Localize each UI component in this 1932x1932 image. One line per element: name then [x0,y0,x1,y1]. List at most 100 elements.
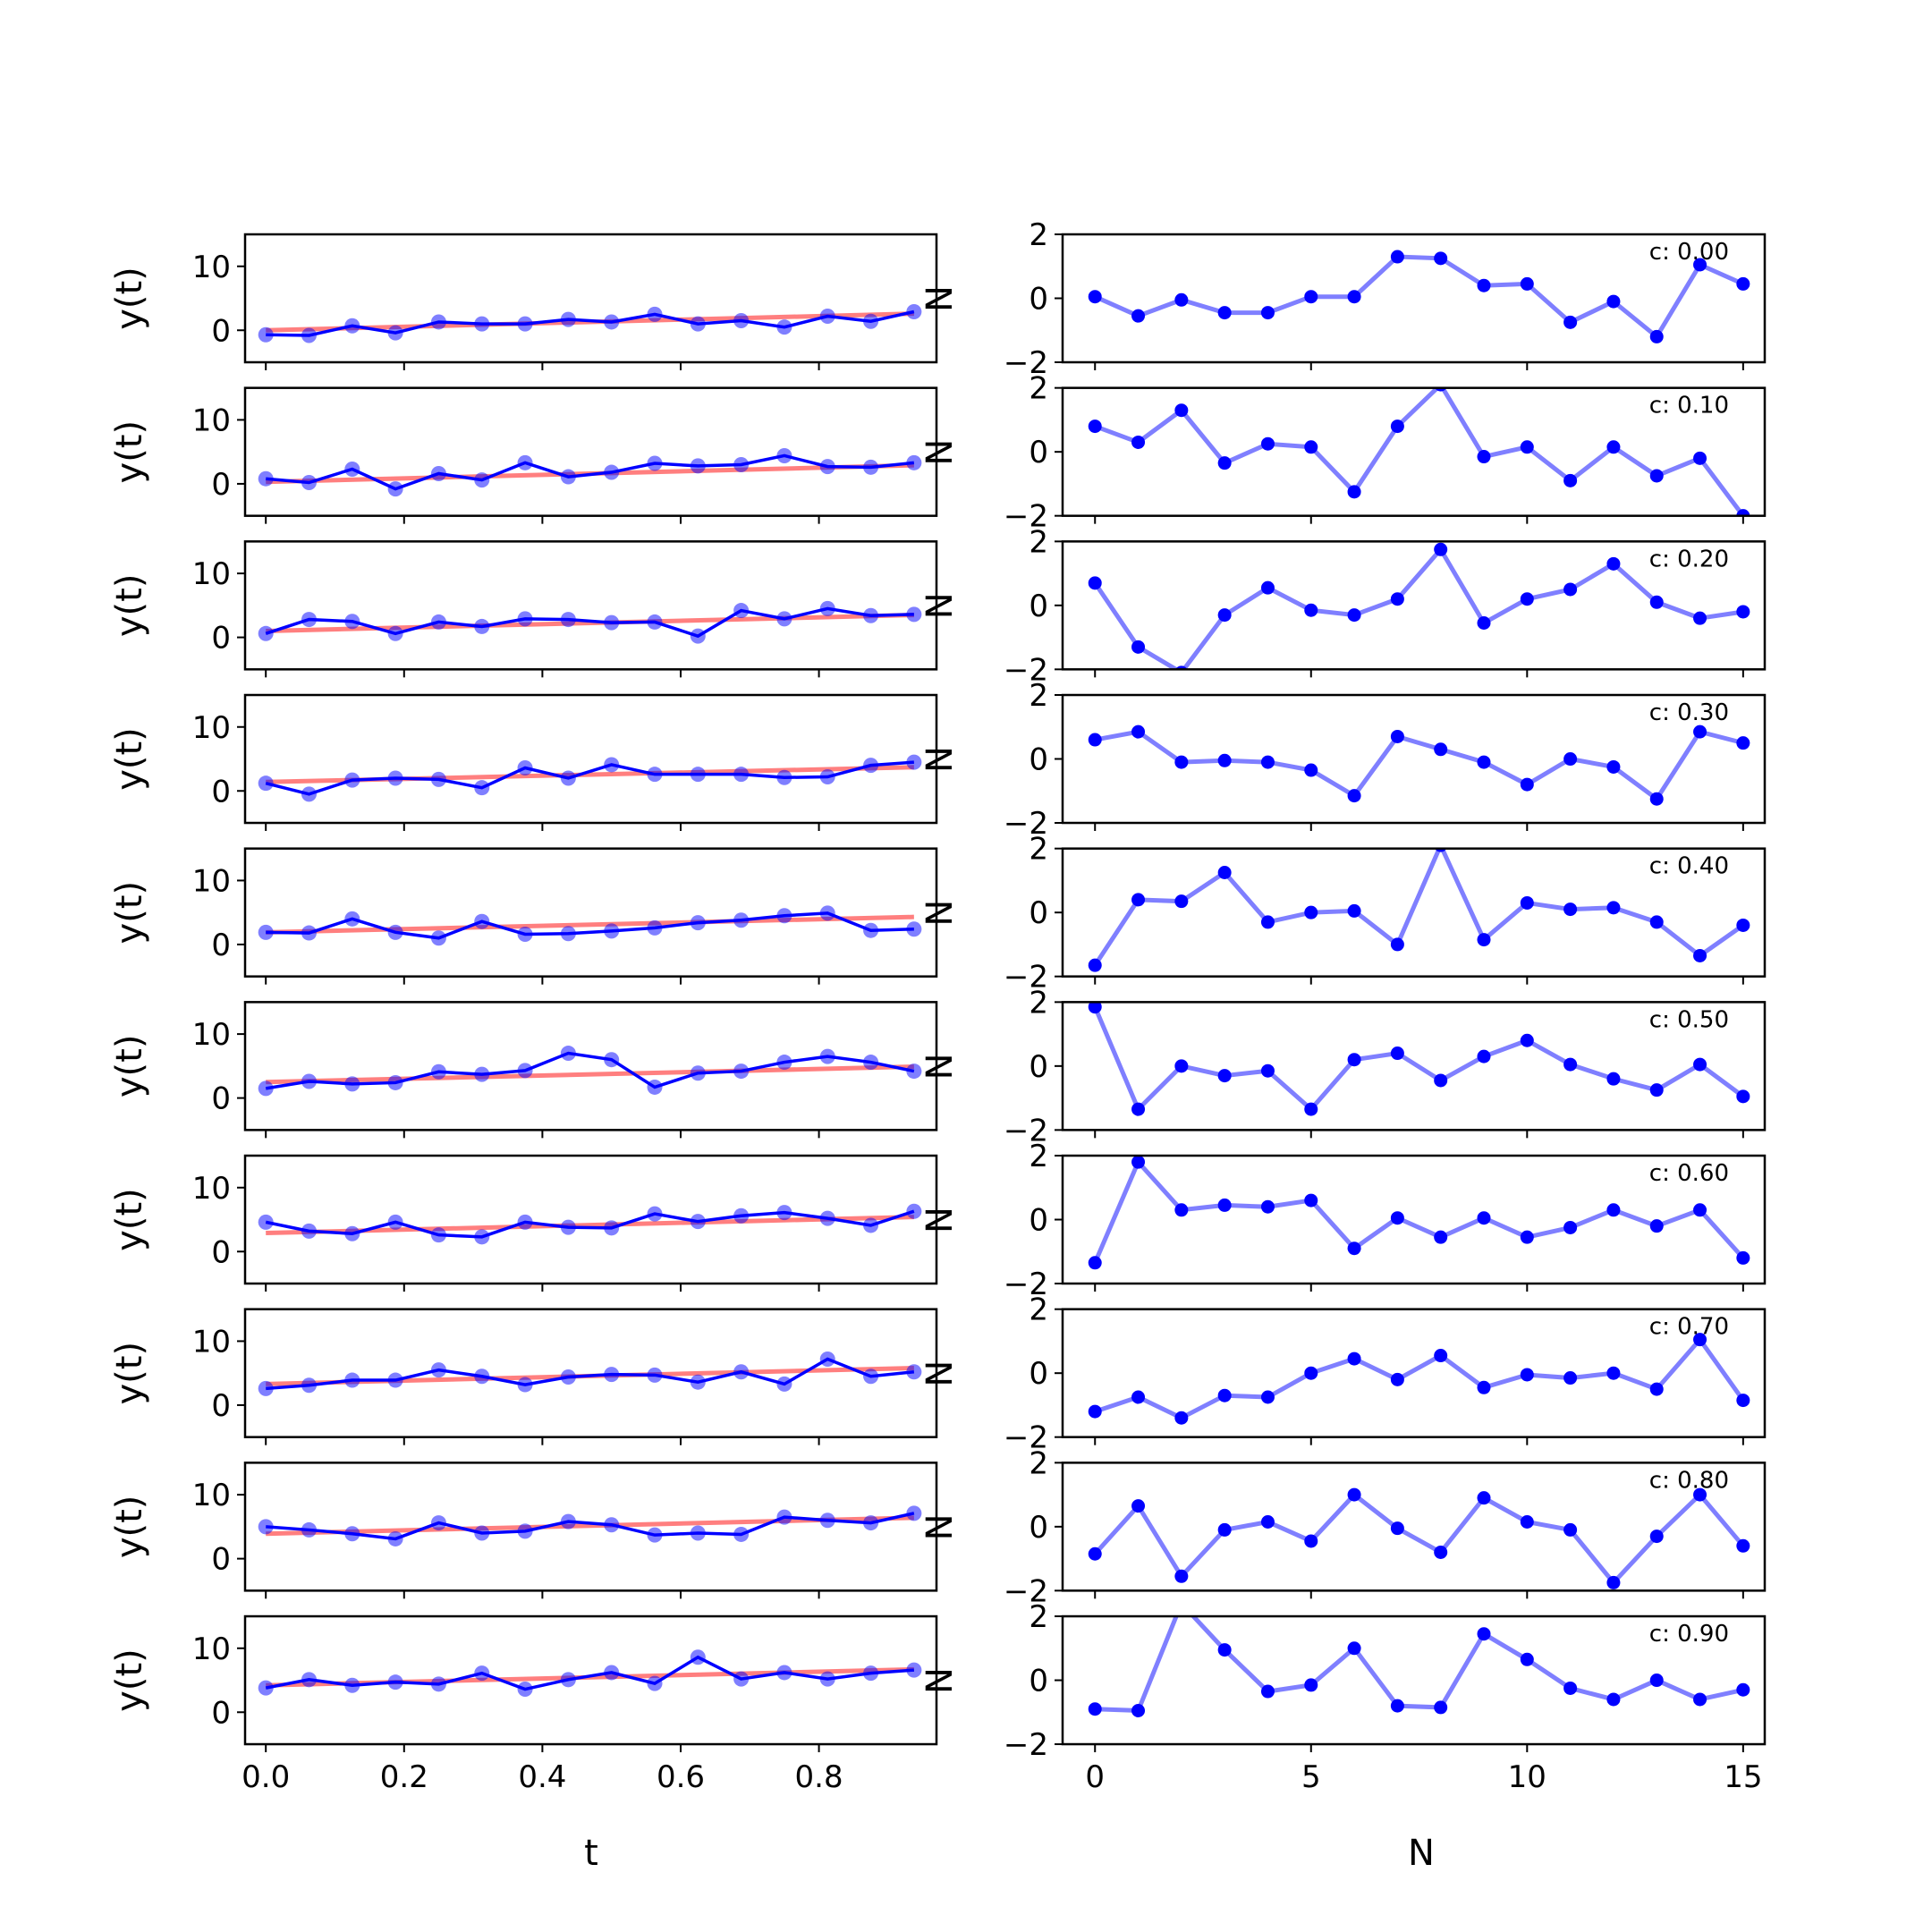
observed-point [344,1526,360,1542]
noise-line [1095,1616,1744,1714]
observed-point [387,481,403,497]
observed-point [604,1220,620,1236]
noise-point [1347,1053,1361,1067]
observed-point [474,780,490,796]
noise-series [1088,542,1750,670]
observed-point [776,769,792,785]
noise-series [1088,1487,1750,1589]
left-axes-frame [243,1308,938,1438]
noise-series [1088,387,1750,516]
right-y-axis-label: N [919,1207,961,1233]
noise-point [1217,456,1232,470]
observed-point [430,1676,446,1692]
noise-point [1693,1487,1707,1502]
left-panel: 0 10 y(t) [109,1308,938,1445]
noise-point [1736,1089,1750,1104]
left-y-axis-label: y(t) [109,574,150,638]
observed-point [690,628,706,644]
noise-point [1563,1057,1578,1072]
noise-point [1477,450,1491,464]
observed-line [266,1512,915,1541]
y-tick-label: 0 [1029,1203,1048,1239]
x-tick-label: 0.4 [518,1759,566,1795]
y-tick-label: 2 [1029,678,1048,714]
observed-point [517,454,533,470]
observed-point [517,611,533,627]
observed-point [517,926,533,942]
y-tick-label: −2 [1004,1420,1048,1456]
noise-point [1390,419,1404,434]
noise-point [1434,542,1448,556]
observed-point [604,614,620,631]
panels: 0 10 y(t) −2 0 2 Nc: 0.00 0 10 y(t) −2 0 2 Nc: 0.10 0 1… [109,217,1767,1795]
observed-point [474,618,490,634]
noise-point [1520,1033,1534,1047]
observed-point [690,1065,706,1081]
observed-point [819,1048,835,1064]
observed-point [430,771,446,787]
observed-point [560,469,576,485]
noise-point [1520,1230,1534,1244]
observed-point [387,1214,403,1230]
noise-point [1606,759,1621,774]
observed-point [258,1680,274,1696]
noise-point [1606,556,1621,571]
right-panel: −2 0 2 Nc: 0.10 [919,371,1767,535]
observed-point [906,454,922,470]
observed-point [647,614,663,630]
observed-point [863,922,879,938]
row-0: 0 10 y(t) −2 0 2 Nc: 0.00 [109,217,1767,381]
panel-annotation: c: 0.00 [1649,239,1729,266]
observed-point [301,925,318,941]
y-tick-label: 2 [1029,1292,1048,1328]
observed-point [258,1519,274,1535]
observed-point [517,1214,533,1230]
left-panel: 0 10 0.0 0.2 0.4 0.6 0.8 y(t) [109,1614,938,1795]
y-tick-label: 0 [211,1081,231,1117]
observed-point [258,775,274,792]
noise-point [1260,436,1275,451]
observed-point [647,1206,663,1222]
noise-point [1304,763,1318,777]
x-tick-label: 0.0 [242,1759,290,1795]
observed-point [863,459,879,475]
noise-point [1390,592,1404,606]
observed-point [387,1674,403,1690]
noise-point [1693,451,1707,465]
noise-point [1304,290,1318,304]
noise-point [1434,1349,1448,1363]
row-1: 0 10 y(t) −2 0 2 Nc: 0.10 [109,371,1767,535]
noise-point [1217,753,1232,767]
y-tick-label: −2 [1004,960,1048,996]
right-panel: −2 0 2 Nc: 0.30 [919,678,1767,842]
observed-point [430,1063,446,1080]
observed-point [387,1372,403,1388]
observed-point [863,758,879,774]
row-5: 0 10 y(t) −2 0 2 Nc: 0.50 [109,985,1767,1148]
noise-point [1304,1366,1318,1380]
left-axes-frame [243,386,938,517]
noise-point [1390,1372,1404,1386]
observed-point [647,455,663,471]
y-tick-label: 0 [1029,435,1048,470]
observed-point [819,769,835,785]
observed-point [690,915,706,931]
observed-point [863,1368,879,1385]
observed-point [604,1367,620,1383]
noise-point [1736,918,1750,932]
y-tick-label: 0 [211,1542,231,1578]
noise-point [1131,1703,1146,1717]
right-y-axis-label: N [919,592,961,619]
observed-point [344,318,360,334]
observed-point [733,1671,750,1687]
left-x-axis-label: t [584,1833,598,1874]
right-x-axis-label: N [1408,1833,1435,1874]
right-y-axis-label: N [919,439,961,466]
observed-point [517,1523,533,1539]
observed-point [301,474,318,490]
right-y-axis-label: N [919,900,961,927]
observed-point [301,1672,318,1688]
right-panel: −2 0 2 Nc: 0.40 [919,832,1767,996]
noise-point [1217,1522,1232,1537]
